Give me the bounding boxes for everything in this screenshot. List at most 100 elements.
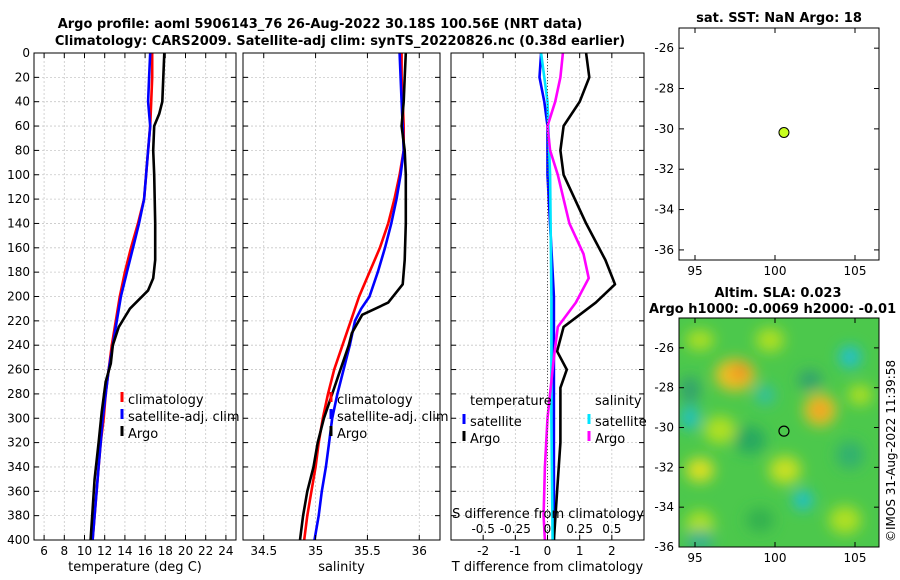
sla-anomaly-blob (734, 426, 766, 454)
salinity-panel: 34.5 35 35.5 36 salinity climatology satellite… (242, 52, 449, 575)
figure-title-line2: Climatology: CARS2009. Satellite-adj cli… (55, 34, 625, 49)
x-tick-label: 8 (60, 544, 68, 558)
legend-title-temperature: temperature (470, 394, 552, 409)
series-line-temperature-argo (552, 52, 617, 541)
sla-map-title-line1: Altim. SLA: 0.023 (715, 286, 842, 301)
sla-heatmap-blobs (680, 328, 872, 547)
legend-label: Argo (337, 427, 367, 442)
y-tick-label: 360 (7, 484, 30, 498)
sla-anomaly-blob (836, 441, 864, 469)
y-tick-label: -30 (654, 122, 674, 136)
x-tick-label: 12 (97, 544, 112, 558)
y-tick-label: -36 (654, 540, 674, 554)
x-axis-label: temperature (deg C) (68, 560, 202, 575)
x-tick-label: 95 (687, 551, 702, 565)
x-tick-label: 2 (608, 544, 616, 558)
sla-map-panel: 95 100 105 -26 -28 -30 -32 -34 -36 (654, 317, 880, 565)
x-tick-label: 105 (844, 551, 867, 565)
series-line-salinity-satellite (539, 52, 554, 541)
argo-position-marker (778, 127, 790, 139)
y-tick-label: -28 (654, 82, 674, 96)
y-tick-label: 240 (7, 338, 30, 352)
x2-tick-label: -0.5 (471, 522, 494, 536)
y-tick-label: -34 (654, 500, 674, 514)
series-line-salinity-argo (542, 52, 591, 541)
argo-position-marker (778, 425, 790, 437)
sla-map-title-line2: Argo h1000: -0.0069 h2000: -0.01 (649, 302, 896, 317)
series-line-satellite-adj-clim (91, 52, 152, 541)
legend-label: Argo (470, 432, 500, 447)
sla-anomaly-blob (746, 508, 774, 532)
x-tick-label: -2 (477, 544, 489, 558)
x-tick-label: 10 (77, 544, 92, 558)
legend-label: climatology (128, 393, 204, 408)
x-tick-label: 18 (158, 544, 173, 558)
y-tick-label: -26 (654, 341, 674, 355)
x-tick-label: 100 (764, 264, 787, 278)
sla-heatmap (679, 318, 879, 547)
y-tick-label: 80 (15, 143, 30, 157)
y-tick-label: 320 (7, 436, 30, 450)
legend-label: climatology (337, 393, 413, 408)
sst-map-background (679, 28, 879, 260)
legend-label: Argo (128, 427, 158, 442)
x2-tick-label: 0.25 (566, 522, 593, 536)
x-tick-label: 35 (308, 544, 323, 558)
x-tick-label: 105 (844, 264, 867, 278)
sla-anomaly-blob (704, 416, 736, 444)
y-tick-label: 260 (7, 363, 30, 377)
y-tick-label: 180 (7, 265, 30, 279)
sla-anomaly-blob (848, 385, 872, 405)
sla-anomaly-blob (769, 456, 801, 484)
y-tick-label: 200 (7, 290, 30, 304)
y-tick-label: -30 (654, 421, 674, 435)
figure-title-line1: Argo profile: aoml 5906143_76 26-Aug-202… (58, 17, 583, 32)
x-tick-label: 34.5 (250, 544, 277, 558)
sla-anomaly-blob (813, 403, 827, 417)
map-frame (678, 317, 880, 548)
x-tick-label: 36 (412, 544, 427, 558)
legend-label: satellite (470, 415, 522, 430)
legend-label: satellite (595, 415, 647, 430)
sla-anomaly-blob (829, 506, 861, 534)
sla-anomaly-blob (686, 458, 714, 482)
x-tick-label: 95 (687, 264, 702, 278)
sla-anomaly-blob (793, 490, 813, 510)
y-tick-label: -32 (654, 162, 674, 176)
x2-tick-label: 0.5 (602, 522, 621, 536)
series-line-argo (89, 52, 166, 541)
x2-axis-label: S difference from climatology (452, 507, 644, 522)
sla-anomaly-blob (839, 346, 861, 368)
legend-label: satellite-adj. clim (337, 410, 449, 425)
temperature-panel: 6 8 10 12 14 16 18 20 22 24 temperature (deg C) 0 20… (7, 46, 240, 575)
sla-anomaly-blob (756, 328, 784, 352)
y-tick-label: 340 (7, 460, 30, 474)
sla-anomaly-blob (798, 370, 822, 390)
x-tick-label: 1 (576, 544, 584, 558)
y-tick-label: 0 (22, 46, 30, 60)
legend-title-salinity: salinity (595, 394, 642, 409)
map-frame (678, 27, 880, 261)
y-tick-label: 120 (7, 192, 30, 206)
y-tick-label: 280 (7, 387, 30, 401)
x-tick-label: 0 (544, 544, 552, 558)
y-tick-label: -32 (654, 460, 674, 474)
y-tick-label: 300 (7, 411, 30, 425)
x-tick-label: 14 (117, 544, 132, 558)
y-tick-label: 160 (7, 241, 30, 255)
x-tick-label: 16 (137, 544, 152, 558)
y-tick-label: 20 (15, 70, 30, 84)
sst-map-title: sat. SST: NaN Argo: 18 (696, 11, 862, 26)
y-tick-label: -28 (654, 381, 674, 395)
sla-anomaly-blob (755, 385, 775, 405)
x-tick-label: 35.5 (354, 544, 381, 558)
series-line-argo (298, 52, 408, 541)
difference-panel: -2 -1 0 1 2 T difference from climatology -0.5… (450, 52, 647, 575)
sla-anomaly-blob (686, 330, 714, 350)
y-tick-label: 40 (15, 95, 30, 109)
y-tick-label: 100 (7, 168, 30, 182)
y-tick-label: 380 (7, 509, 30, 523)
x2-tick-label: 0 (544, 522, 552, 536)
sla-anomaly-blob (680, 406, 700, 430)
